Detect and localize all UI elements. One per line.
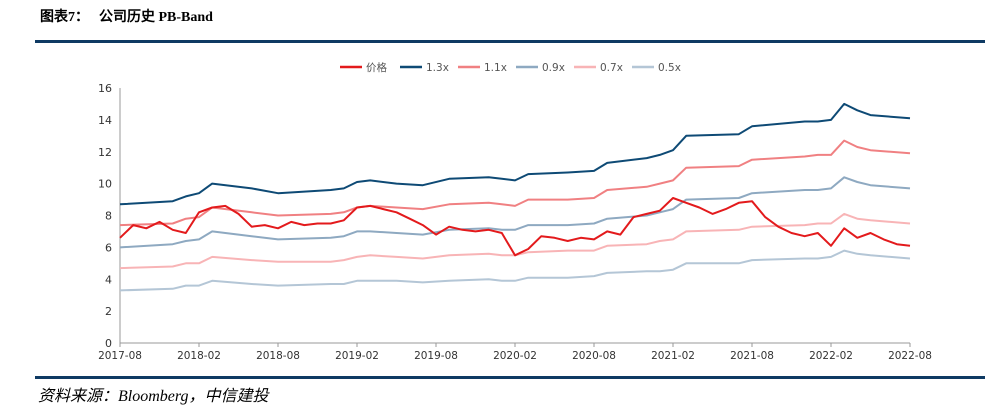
legend-label: 1.1x [484, 62, 507, 74]
x-tick-label: 2020-02 [493, 350, 537, 362]
series-line-价格 [119, 197, 911, 257]
x-tick-label: 2017-08 [98, 350, 142, 362]
x-tick-label: 2021-08 [730, 350, 774, 362]
y-tick-label: 0 [105, 337, 112, 350]
source-note: 资料来源：Bloomberg，中信建投 [38, 388, 269, 405]
x-tick-label: 2022-02 [809, 350, 853, 362]
legend-label: 价格 [366, 61, 387, 74]
chart-legend: 价格 1.3x 1.1x 0.9x 0.7x 0.5x [340, 61, 681, 74]
y-axis: 0 2 4 6 8 10 12 14 16 [98, 82, 121, 350]
series-line-0.9x [119, 176, 911, 249]
y-tick-label: 12 [98, 146, 112, 159]
bottom-rule [35, 376, 985, 379]
figure-title-text: 公司历史 PB-Band [99, 10, 213, 25]
series-line-1.3x [119, 102, 911, 206]
series-line-1.1x [119, 139, 911, 227]
legend-label: 0.5x [658, 62, 681, 74]
x-tick-label: 2022-08 [888, 350, 932, 362]
y-tick-label: 8 [105, 210, 112, 223]
x-tick-label: 2019-08 [414, 350, 458, 362]
figure-label: 图表7： [40, 10, 89, 25]
figure-title: 图表7： 公司历史 PB-Band [40, 6, 223, 26]
legend-label: 0.9x [542, 62, 565, 74]
x-tick-label: 2018-02 [177, 350, 221, 362]
legend-label: 0.7x [600, 62, 623, 74]
y-tick-label: 10 [98, 178, 112, 191]
x-axis: 2017-08 2018-02 2018-08 2019-02 2019-08 2020-… [98, 342, 932, 362]
x-tick-label: 2021-02 [651, 350, 695, 362]
x-tick-label: 2020-08 [572, 350, 616, 362]
x-tick-label: 2019-02 [335, 350, 379, 362]
y-tick-label: 6 [105, 241, 112, 254]
y-tick-label: 4 [105, 273, 112, 286]
top-rule [35, 40, 985, 43]
legend-label: 1.3x [426, 62, 449, 74]
y-tick-label: 14 [98, 114, 112, 127]
y-tick-label: 16 [98, 82, 112, 95]
series-line-0.7x [119, 212, 911, 270]
y-tick-label: 2 [105, 305, 112, 318]
series-lines [119, 102, 911, 292]
series-line-0.5x [119, 249, 911, 292]
x-tick-label: 2018-08 [256, 350, 300, 362]
